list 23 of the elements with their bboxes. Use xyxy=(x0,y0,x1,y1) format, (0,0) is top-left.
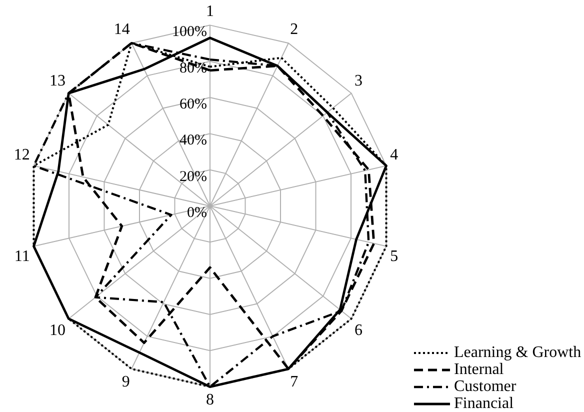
spoke-label: 6 xyxy=(354,322,362,340)
spoke-label: 12 xyxy=(14,146,30,164)
spoke-label: 14 xyxy=(114,21,130,38)
spoke-label: 8 xyxy=(206,392,214,409)
spoke-label: 2 xyxy=(290,21,298,38)
spoke-label: 5 xyxy=(390,248,398,265)
spoke-label: 4 xyxy=(390,146,398,164)
spoke-label: 7 xyxy=(290,373,298,390)
y-tick-label: 20% xyxy=(180,168,207,185)
spoke-label: 1 xyxy=(206,2,214,20)
y-tick-label: 40% xyxy=(180,132,207,149)
y-tick-label: 100% xyxy=(172,24,207,40)
spoke-label: 3 xyxy=(354,72,362,90)
legend-label: Customer xyxy=(454,378,517,396)
legend-label: Financial xyxy=(454,395,514,412)
spoke-label: 10 xyxy=(50,322,66,340)
legend-label: Internal xyxy=(454,361,504,378)
spoke-label: 9 xyxy=(122,373,130,390)
spoke-label: 13 xyxy=(50,72,66,90)
spoke-label: 11 xyxy=(14,248,30,265)
y-tick-label: 0% xyxy=(187,204,207,221)
y-tick-label: 60% xyxy=(180,96,207,112)
legend-label: Learning & Growth xyxy=(454,344,582,362)
